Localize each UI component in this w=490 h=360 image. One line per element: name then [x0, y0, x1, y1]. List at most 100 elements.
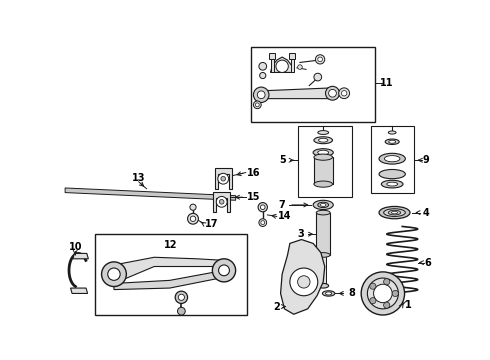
- Bar: [316, 213, 330, 255]
- Polygon shape: [255, 88, 336, 99]
- Circle shape: [188, 213, 198, 224]
- Circle shape: [216, 197, 227, 207]
- Circle shape: [297, 65, 302, 69]
- Circle shape: [329, 89, 336, 97]
- Circle shape: [260, 205, 265, 210]
- Text: 12: 12: [164, 240, 177, 250]
- Ellipse shape: [316, 253, 330, 257]
- Polygon shape: [114, 270, 224, 289]
- Circle shape: [290, 268, 318, 296]
- Bar: [251, 47, 375, 122]
- Ellipse shape: [379, 153, 405, 164]
- Circle shape: [219, 265, 229, 276]
- Circle shape: [370, 298, 376, 304]
- Circle shape: [175, 291, 188, 303]
- Ellipse shape: [318, 283, 329, 288]
- Circle shape: [220, 199, 224, 204]
- Ellipse shape: [313, 200, 333, 210]
- Bar: [321, 255, 325, 286]
- Circle shape: [361, 272, 405, 315]
- Polygon shape: [270, 57, 294, 72]
- Text: 15: 15: [247, 192, 261, 202]
- Polygon shape: [215, 168, 232, 189]
- Ellipse shape: [385, 156, 400, 162]
- Circle shape: [342, 91, 347, 96]
- Ellipse shape: [322, 291, 335, 296]
- Circle shape: [101, 262, 126, 287]
- Circle shape: [368, 278, 398, 309]
- Text: 2: 2: [273, 302, 280, 311]
- Ellipse shape: [388, 210, 401, 215]
- Ellipse shape: [379, 206, 410, 219]
- Text: 16: 16: [247, 167, 261, 177]
- Circle shape: [255, 103, 259, 107]
- Circle shape: [316, 55, 325, 64]
- Circle shape: [259, 62, 267, 70]
- Polygon shape: [65, 188, 236, 200]
- Circle shape: [392, 291, 398, 297]
- Polygon shape: [289, 53, 295, 59]
- Polygon shape: [281, 239, 325, 314]
- Text: 5: 5: [279, 155, 286, 165]
- Bar: [297, 126, 352, 197]
- Ellipse shape: [314, 137, 333, 144]
- Ellipse shape: [381, 180, 403, 188]
- Polygon shape: [270, 59, 273, 72]
- Circle shape: [221, 176, 225, 181]
- Circle shape: [373, 284, 392, 303]
- Polygon shape: [269, 53, 275, 59]
- Text: 10: 10: [69, 242, 82, 252]
- Text: 4: 4: [422, 208, 429, 217]
- Ellipse shape: [314, 181, 333, 187]
- Ellipse shape: [388, 131, 396, 134]
- Circle shape: [212, 259, 236, 282]
- Ellipse shape: [385, 139, 399, 144]
- Ellipse shape: [318, 150, 329, 155]
- Text: 11: 11: [380, 78, 393, 88]
- Circle shape: [261, 221, 265, 225]
- Circle shape: [218, 173, 229, 184]
- Ellipse shape: [318, 138, 328, 142]
- Circle shape: [253, 87, 269, 103]
- Ellipse shape: [379, 170, 405, 179]
- Circle shape: [258, 203, 268, 212]
- Circle shape: [178, 294, 184, 300]
- Ellipse shape: [314, 154, 333, 160]
- Ellipse shape: [387, 182, 397, 186]
- Circle shape: [325, 86, 340, 100]
- Ellipse shape: [392, 211, 397, 214]
- Polygon shape: [71, 288, 88, 293]
- Circle shape: [257, 91, 265, 99]
- Circle shape: [339, 88, 349, 99]
- Circle shape: [384, 279, 390, 285]
- Circle shape: [318, 57, 322, 62]
- Circle shape: [259, 219, 267, 226]
- Bar: [314, 157, 333, 184]
- Circle shape: [108, 268, 120, 280]
- Circle shape: [370, 283, 376, 289]
- Polygon shape: [73, 253, 88, 259]
- Circle shape: [297, 276, 310, 288]
- Polygon shape: [291, 59, 294, 72]
- Circle shape: [260, 72, 266, 78]
- Circle shape: [276, 60, 288, 72]
- Text: 9: 9: [422, 155, 429, 165]
- Circle shape: [177, 307, 185, 315]
- Ellipse shape: [318, 202, 329, 208]
- Text: 7: 7: [278, 200, 285, 210]
- Text: 17: 17: [205, 219, 218, 229]
- Text: 14: 14: [278, 211, 292, 221]
- Text: 3: 3: [297, 229, 304, 239]
- Bar: [371, 126, 414, 193]
- Text: 6: 6: [424, 258, 431, 267]
- Text: 13: 13: [132, 173, 146, 183]
- Polygon shape: [114, 257, 224, 283]
- Circle shape: [190, 204, 196, 210]
- Ellipse shape: [318, 131, 329, 134]
- Ellipse shape: [384, 209, 405, 216]
- Ellipse shape: [389, 140, 395, 143]
- Ellipse shape: [316, 210, 330, 215]
- Ellipse shape: [320, 203, 326, 206]
- Circle shape: [253, 101, 261, 109]
- Circle shape: [384, 302, 390, 308]
